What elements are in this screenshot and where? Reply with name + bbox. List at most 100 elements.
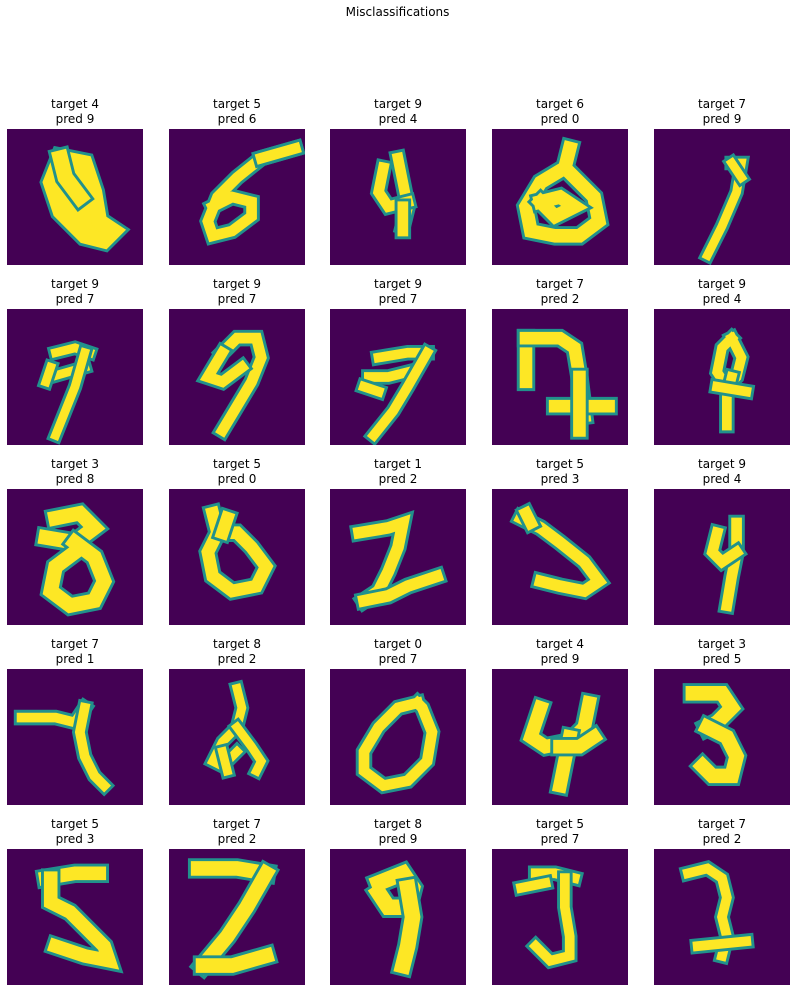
pred-label: pred 6 (217, 112, 257, 126)
digit-image (169, 309, 305, 445)
digit-stroke (725, 156, 748, 184)
target-label: target 8 (213, 637, 261, 651)
digit-image (330, 849, 466, 985)
digit-stroke (692, 717, 745, 784)
pred-label: pred 2 (702, 832, 742, 846)
pred-label: pred 9 (378, 832, 418, 846)
digit-stroke (51, 148, 91, 208)
target-label: target 7 (51, 637, 99, 651)
digit-image (654, 849, 790, 985)
target-label: target 5 (51, 817, 99, 831)
digit-image (492, 129, 628, 265)
pred-label: pred 5 (702, 652, 742, 666)
digit-image (330, 669, 466, 805)
digit-panel: target 9 pred 7 (7, 277, 143, 445)
target-label: target 7 (536, 277, 584, 291)
digit-stroke (40, 361, 57, 388)
pred-label: pred 0 (540, 112, 580, 126)
panel-title: target 3 pred 8 (7, 457, 143, 489)
pred-label: pred 9 (540, 652, 580, 666)
panel-title: target 5 pred 6 (169, 97, 305, 129)
pred-label: pred 7 (217, 292, 257, 306)
digit-stroke (515, 877, 552, 894)
digit-stroke (199, 345, 250, 388)
digit-stroke (528, 873, 575, 967)
pred-label: pred 8 (55, 472, 95, 486)
pred-label: pred 9 (702, 112, 742, 126)
digit-background (492, 489, 628, 625)
target-label: target 9 (51, 277, 99, 291)
digit-panel: target 9 pred 7 (330, 277, 466, 445)
digit-image (492, 309, 628, 445)
digit-stroke (202, 141, 302, 243)
target-label: target 5 (536, 817, 584, 831)
target-label: target 8 (374, 817, 422, 831)
digit-panel: target 8 pred 2 (169, 637, 305, 805)
digit-stroke (513, 510, 608, 598)
digit-stroke (201, 505, 274, 598)
panel-title: target 6 pred 0 (492, 97, 628, 129)
digit-image (169, 129, 305, 265)
digit-panel: target 1 pred 2 (330, 457, 466, 625)
target-label: target 4 (51, 97, 99, 111)
pred-label: pred 7 (378, 292, 418, 306)
digit-image (169, 849, 305, 985)
pred-label: pred 2 (217, 832, 257, 846)
pred-label: pred 3 (55, 832, 95, 846)
panel-title: target 7 pred 9 (654, 97, 790, 129)
digit-stroke (195, 946, 276, 973)
target-label: target 9 (698, 457, 746, 471)
pred-label: pred 4 (702, 472, 742, 486)
digit-panel: target 3 pred 8 (7, 457, 143, 625)
pred-label: pred 2 (378, 472, 418, 486)
digit-stroke (518, 505, 539, 531)
pred-label: pred 0 (217, 472, 257, 486)
pred-label: pred 1 (55, 652, 95, 666)
digit-image (7, 309, 143, 445)
digit-image (169, 669, 305, 805)
digit-panel: target 7 pred 2 (492, 277, 628, 445)
digit-panel: target 4 pred 9 (7, 97, 143, 265)
digit-panel: target 5 pred 3 (7, 817, 143, 985)
digit-image (492, 849, 628, 985)
digit-image (330, 489, 466, 625)
panel-title: target 7 pred 2 (654, 817, 790, 849)
digit-panel: target 5 pred 7 (492, 817, 628, 985)
panel-title: target 9 pred 7 (169, 277, 305, 309)
digit-stroke (358, 695, 438, 792)
panel-title: target 8 pred 9 (330, 817, 466, 849)
pred-label: pred 3 (540, 472, 580, 486)
digit-stroke (706, 526, 744, 569)
target-label: target 1 (374, 457, 422, 471)
digit-stroke (357, 380, 385, 398)
digit-image (330, 129, 466, 265)
digit-stroke (364, 366, 414, 382)
digit-background (169, 489, 305, 625)
digit-stroke (553, 727, 604, 754)
target-label: target 9 (374, 97, 422, 111)
target-label: target 3 (51, 457, 99, 471)
target-label: target 7 (698, 817, 746, 831)
target-label: target 5 (213, 457, 261, 471)
target-label: target 7 (698, 97, 746, 111)
panel-title: target 5 pred 3 (492, 457, 628, 489)
panel-title: target 7 pred 2 (492, 277, 628, 309)
pred-label: pred 4 (378, 112, 418, 126)
digit-panel: target 7 pred 2 (169, 817, 305, 985)
panel-title: target 9 pred 7 (330, 277, 466, 309)
digit-image (654, 489, 790, 625)
digit-panel: target 0 pred 7 (330, 637, 466, 805)
digit-image (492, 669, 628, 805)
digit-panel: target 5 pred 0 (169, 457, 305, 625)
digit-stroke (214, 510, 236, 541)
digit-panel: target 7 pred 1 (7, 637, 143, 805)
digit-image (654, 129, 790, 265)
panel-title: target 4 pred 9 (492, 637, 628, 669)
panel-title: target 3 pred 5 (654, 637, 790, 669)
panel-title: target 9 pred 4 (654, 457, 790, 489)
pred-label: pred 7 (540, 832, 580, 846)
digit-image (492, 489, 628, 625)
panel-title: target 7 pred 2 (169, 817, 305, 849)
digit-image (7, 129, 143, 265)
